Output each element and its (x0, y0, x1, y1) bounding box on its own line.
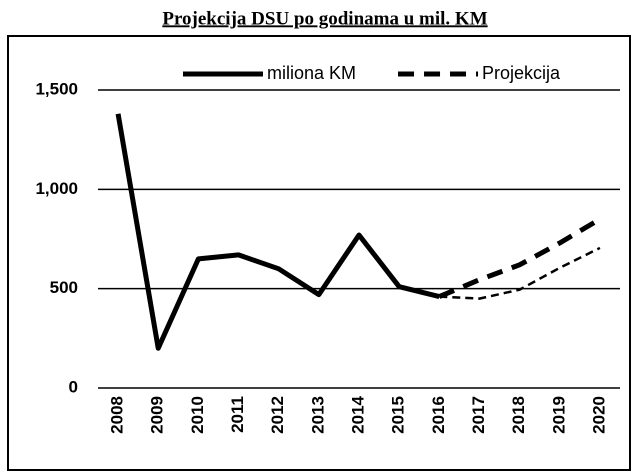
line-series (439, 246, 601, 300)
legend-label: miliona KM (267, 63, 356, 83)
line-series (115, 113, 440, 351)
x-tick-label: 2020 (589, 396, 608, 434)
y-tick-label: 500 (50, 278, 78, 297)
x-tick-label: 2018 (509, 396, 528, 434)
y-tick-label: 0 (69, 377, 78, 396)
x-tick-label: 2017 (469, 396, 488, 434)
y-tick-label: 1,000 (35, 179, 78, 198)
x-tick-label: 2013 (308, 396, 327, 434)
chart-frame (7, 35, 631, 471)
x-tick-label: 2012 (268, 396, 287, 434)
legend-label: Projekcija (482, 63, 561, 83)
x-tick-label: 2015 (389, 396, 408, 434)
x-tick-label: 2016 (429, 396, 448, 434)
x-tick-label: 2011 (228, 396, 247, 433)
x-tick-label: 2010 (188, 396, 207, 434)
x-tick-label: 2019 (549, 396, 568, 434)
x-tick-label: 2008 (108, 396, 127, 434)
chart-title: Projekcija DSU po godinama u mil. KM (162, 8, 487, 29)
line-series (438, 216, 602, 299)
y-tick-label: 1,500 (35, 79, 78, 98)
x-tick-label: 2009 (148, 396, 167, 434)
x-tick-label: 2014 (348, 395, 367, 433)
